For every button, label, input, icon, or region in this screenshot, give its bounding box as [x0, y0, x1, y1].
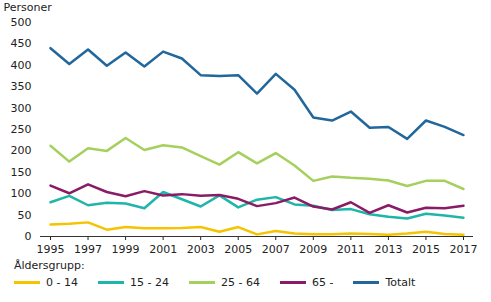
svg-text:2011: 2011	[337, 243, 365, 256]
html-text:Totalt: Totalt	[385, 276, 416, 289]
svg-text:2005: 2005	[224, 243, 252, 256]
svg-text:2015: 2015	[412, 243, 440, 256]
html-text:0 - 14: 0 - 14	[46, 276, 78, 289]
html-text:65 -: 65 -	[311, 276, 334, 289]
svg-text:150: 150	[11, 166, 32, 179]
svg-text:200: 200	[11, 144, 32, 157]
svg-text:2003: 2003	[187, 243, 215, 256]
svg-text:450: 450	[11, 37, 32, 50]
svg-text:2001: 2001	[149, 243, 177, 256]
svg-text:250: 250	[11, 123, 32, 136]
html-text:25 - 64: 25 - 64	[220, 276, 260, 289]
svg-text:500: 500	[11, 16, 32, 29]
svg-text:1999: 1999	[112, 243, 140, 256]
svg-text:400: 400	[11, 59, 32, 72]
svg-text:2013: 2013	[374, 243, 402, 256]
svg-text:50: 50	[18, 209, 32, 222]
html-text:Åldersgrupp:: Åldersgrupp:	[14, 259, 85, 272]
html-text:15 - 24: 15 - 24	[130, 276, 169, 289]
svg-text:350: 350	[11, 80, 32, 93]
svg-text:0: 0	[25, 230, 32, 243]
svg-text:2017: 2017	[450, 243, 478, 256]
svg-text:300: 300	[11, 102, 32, 115]
svg-text:2009: 2009	[299, 243, 327, 256]
svg-text:Personer: Personer	[4, 1, 53, 14]
svg-text:1997: 1997	[74, 243, 102, 256]
svg-text:100: 100	[11, 187, 32, 200]
svg-text:2007: 2007	[262, 243, 290, 256]
svg-text:1995: 1995	[37, 243, 65, 256]
